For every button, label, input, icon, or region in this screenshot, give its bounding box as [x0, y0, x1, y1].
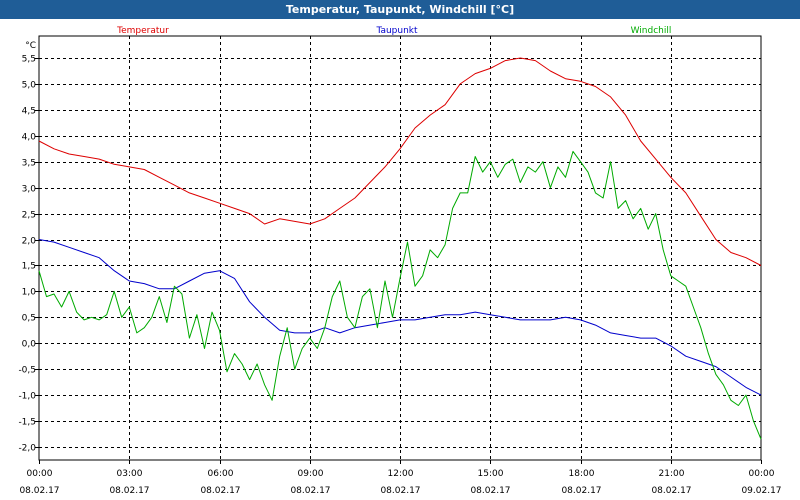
grid [39, 36, 761, 460]
y-tick-label: -2,0 [18, 444, 36, 454]
x-tick-time: 18:00 [569, 469, 595, 479]
x-tick-date: 08.02.17 [19, 486, 59, 496]
y-tick-label: 5,0 [22, 81, 37, 91]
series-line-temperatur [38, 57, 762, 266]
legend-temperatur: Temperatur [116, 26, 169, 36]
y-tick-label: 4,0 [22, 133, 37, 143]
y-tick-label: -1,5 [18, 418, 36, 428]
y-tick-label: 0,0 [22, 340, 37, 350]
y-axis: 5,5 5,0 4,5 4,0 3,5 3,0 2,5 2,0 1,5 1,0 0,5 0,0 -0,5… [18, 41, 39, 454]
y-tick-label: 1,5 [22, 262, 36, 272]
series-lines [38, 57, 762, 440]
y-tick-label: 3,5 [22, 159, 36, 169]
x-tick-date: 08.02.17 [290, 486, 330, 496]
x-tick-date: 08.02.17 [470, 486, 510, 496]
x-tick-date: 08.02.17 [380, 486, 420, 496]
x-tick-date: 08.02.17 [109, 486, 149, 496]
x-tick-time: 06:00 [208, 469, 234, 479]
x-tick-time: 00:00 [27, 469, 53, 479]
x-tick-time: 15:00 [478, 469, 504, 479]
x-tick-time: 09:00 [298, 469, 324, 479]
y-tick-label: 2,5 [22, 211, 36, 221]
x-axis: 00:00 08.02.17 03:00 08.02.17 06:00 08.02.17 0… [19, 460, 782, 496]
x-tick-date: 08.02.17 [651, 486, 691, 496]
x-tick-time: 12:00 [388, 469, 414, 479]
x-tick-time: 03:00 [117, 469, 143, 479]
y-tick-label: 0,5 [22, 314, 36, 324]
x-tick-date: 09.02.17 [741, 486, 781, 496]
legend-windchill: Windchill [631, 26, 672, 36]
x-tick-date: 08.02.17 [561, 486, 601, 496]
y-tick-label: 4,5 [22, 107, 36, 117]
y-tick-label: 2,0 [22, 237, 37, 247]
y-axis-label: °C [25, 41, 36, 51]
y-tick-label: 3,0 [22, 185, 37, 195]
chart-title: Temperatur, Taupunkt, Windchill [°C] [0, 0, 800, 19]
x-tick-time: 21:00 [659, 469, 685, 479]
series-line-windchill [38, 150, 762, 440]
y-tick-label: 5,5 [22, 55, 36, 65]
x-tick-time: 00:00 [749, 469, 775, 479]
y-tick-label: -0,5 [18, 366, 36, 376]
y-tick-label: -1,0 [18, 392, 36, 402]
x-tick-date: 08.02.17 [200, 486, 240, 496]
series-line-taupunkt [38, 239, 762, 396]
legend-taupunkt: Taupunkt [375, 26, 418, 36]
y-tick-label: 1,0 [22, 288, 37, 298]
legend: Temperatur Taupunkt Windchill [116, 26, 671, 36]
